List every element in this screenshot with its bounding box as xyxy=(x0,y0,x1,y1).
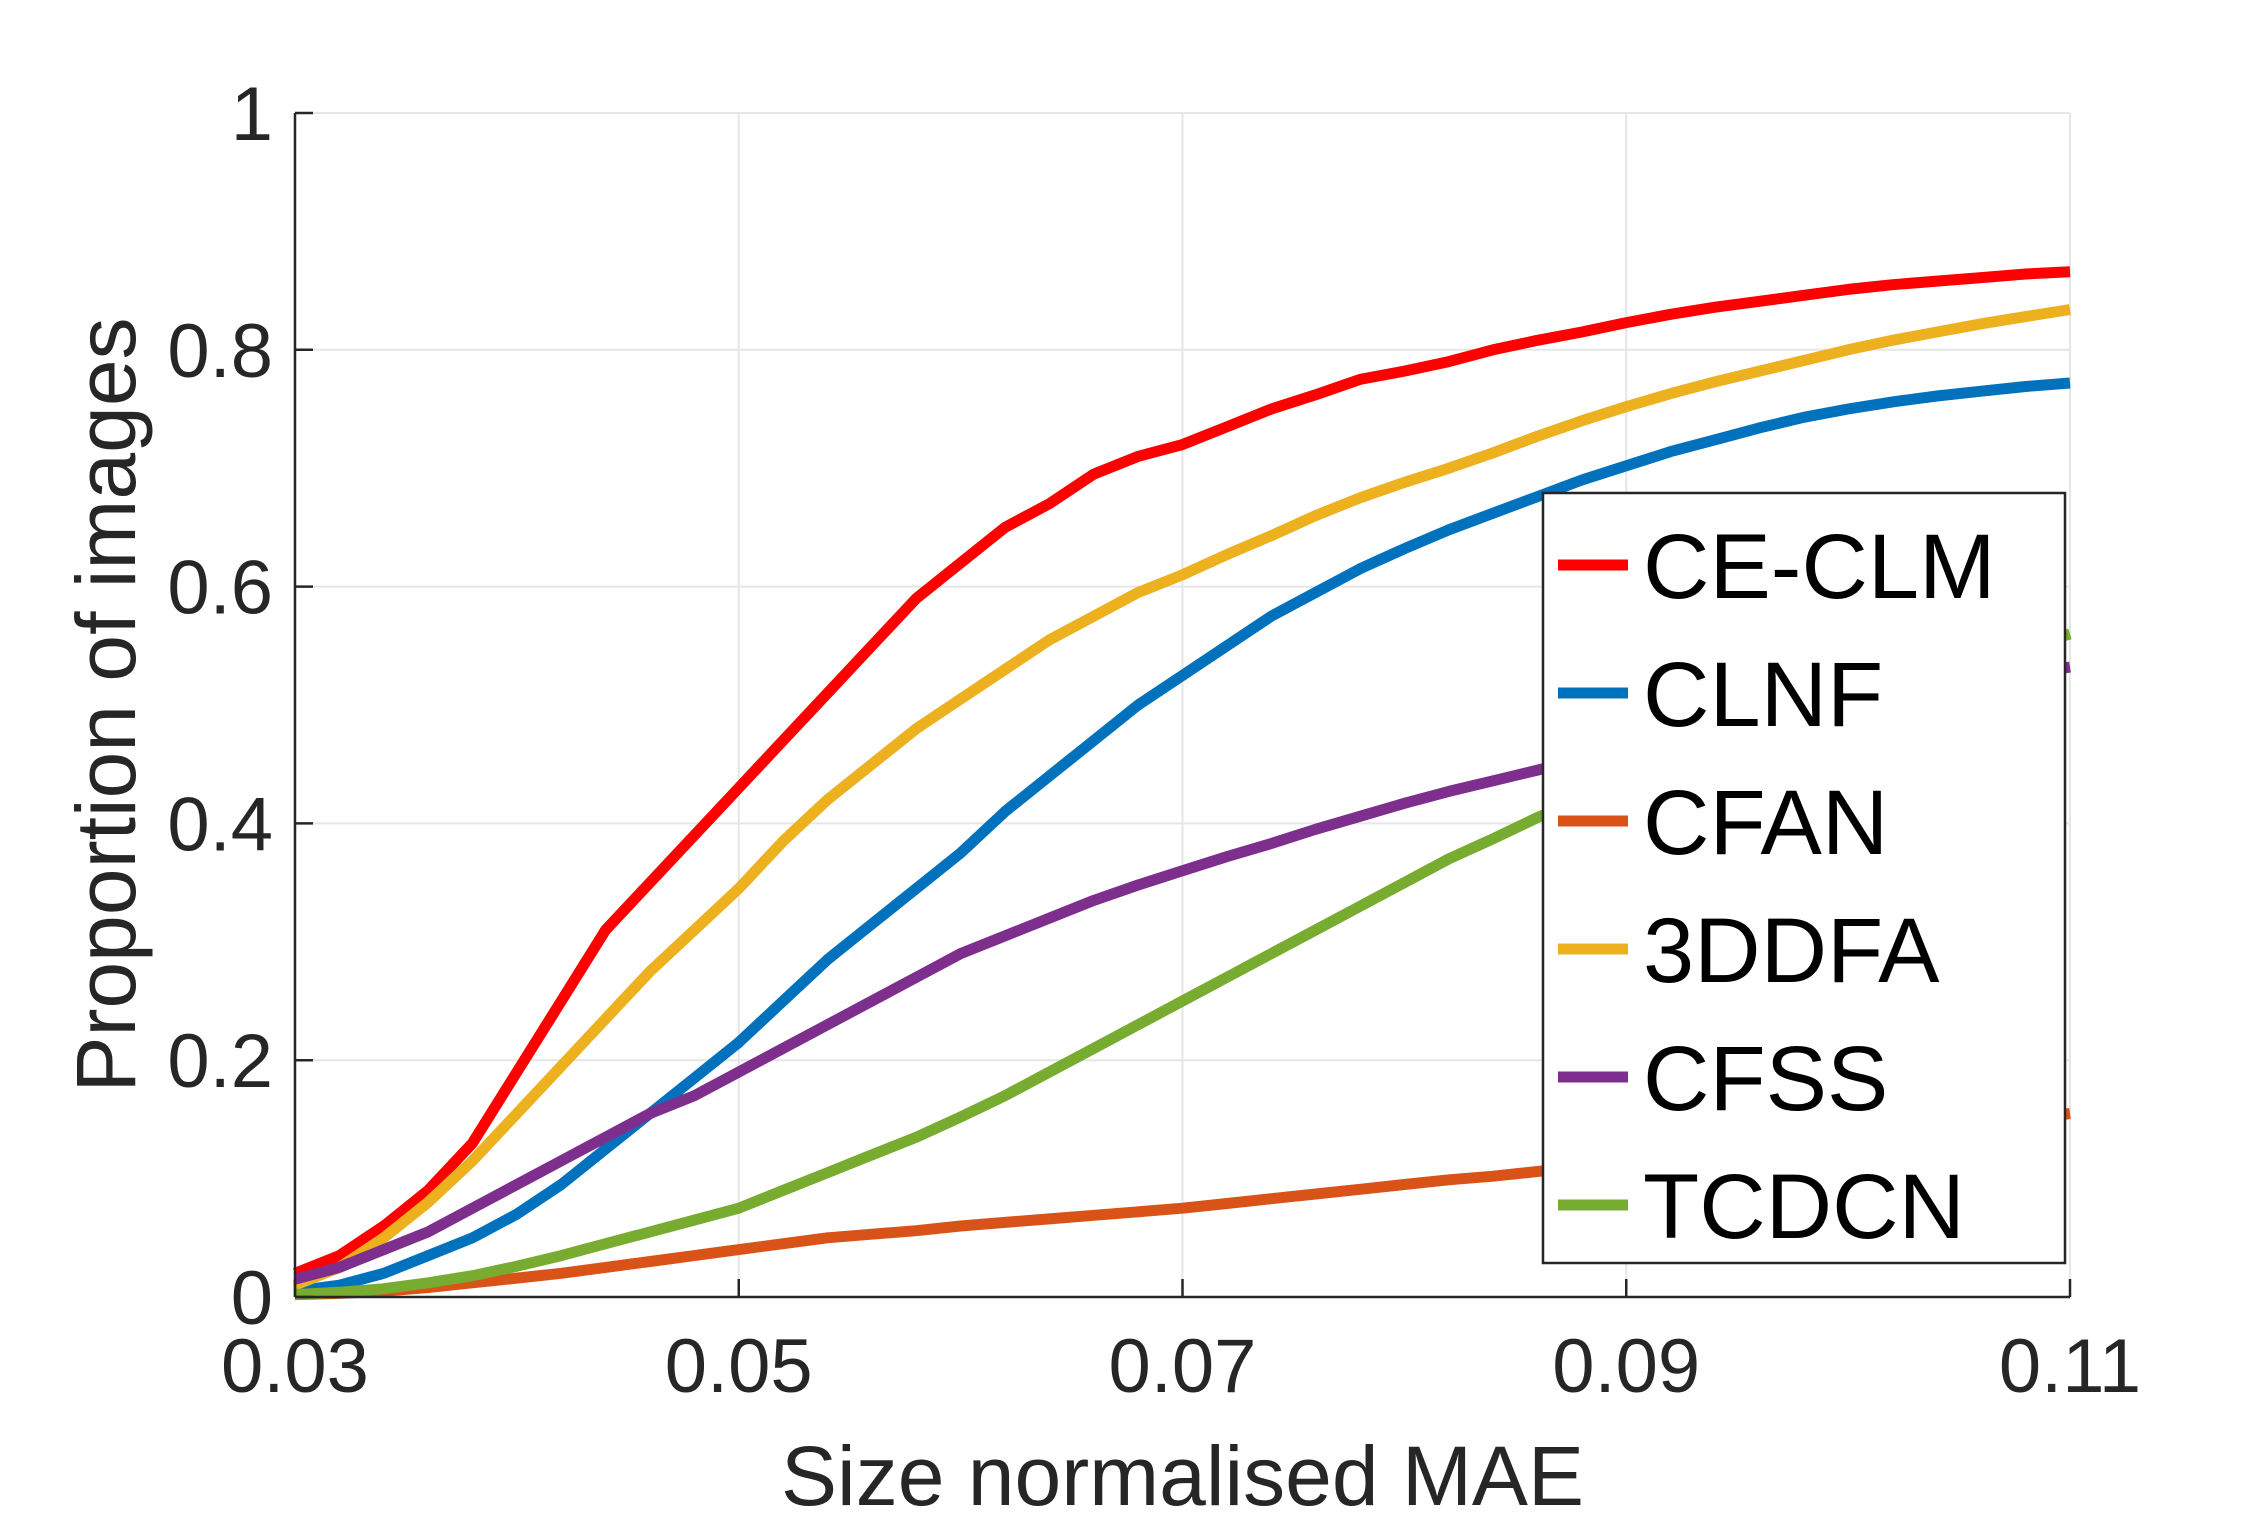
series-line-clnf xyxy=(294,377,2071,1297)
legend-label-clnf: CLNF xyxy=(1643,644,1883,746)
y-tick-label: 1 xyxy=(231,72,273,157)
legend-label-ce-clm: CE-CLM xyxy=(1643,516,1996,618)
y-tick-label: 0.6 xyxy=(167,546,273,631)
y-tick-label: 0 xyxy=(231,1256,273,1341)
legend-label-cfan: CFAN xyxy=(1643,772,1888,874)
legend: CE-CLM CLNF CFAN 3DDFA CFSS TCDCN xyxy=(1541,491,2067,1265)
y-tick-label: 0.8 xyxy=(167,309,273,394)
x-axis-label: Size normalised MAE xyxy=(781,1429,1584,1519)
axes xyxy=(293,111,2072,1299)
grid xyxy=(294,112,2071,1298)
y-tick-label: 0.4 xyxy=(167,782,273,867)
series-line-3ddfa xyxy=(292,304,2071,1291)
tick-labels: 0.03 0.05 0.07 0.09 0.11 0 0.2 0.4 0.6 0.8 1 xyxy=(167,72,2141,1409)
legend-label-tcdcn: TCDCN xyxy=(1643,1156,1965,1258)
legend-label-3ddfa: 3DDFA xyxy=(1643,900,1940,1002)
legend-box xyxy=(1541,491,2067,1265)
x-tick-label: 0.07 xyxy=(1109,1324,1257,1409)
series-line-ce-clm xyxy=(292,266,2071,1279)
y-axis-label: Proportion of images xyxy=(59,317,153,1092)
x-tick-label: 0.11 xyxy=(1999,1324,2141,1409)
y-tick-label: 0.2 xyxy=(167,1019,273,1104)
x-tick-label: 0.05 xyxy=(665,1324,813,1409)
legend-label-cfss: CFSS xyxy=(1643,1028,1888,1130)
x-tick-label: 0.09 xyxy=(1552,1324,1700,1409)
x-tick-label: 0.03 xyxy=(221,1324,369,1409)
